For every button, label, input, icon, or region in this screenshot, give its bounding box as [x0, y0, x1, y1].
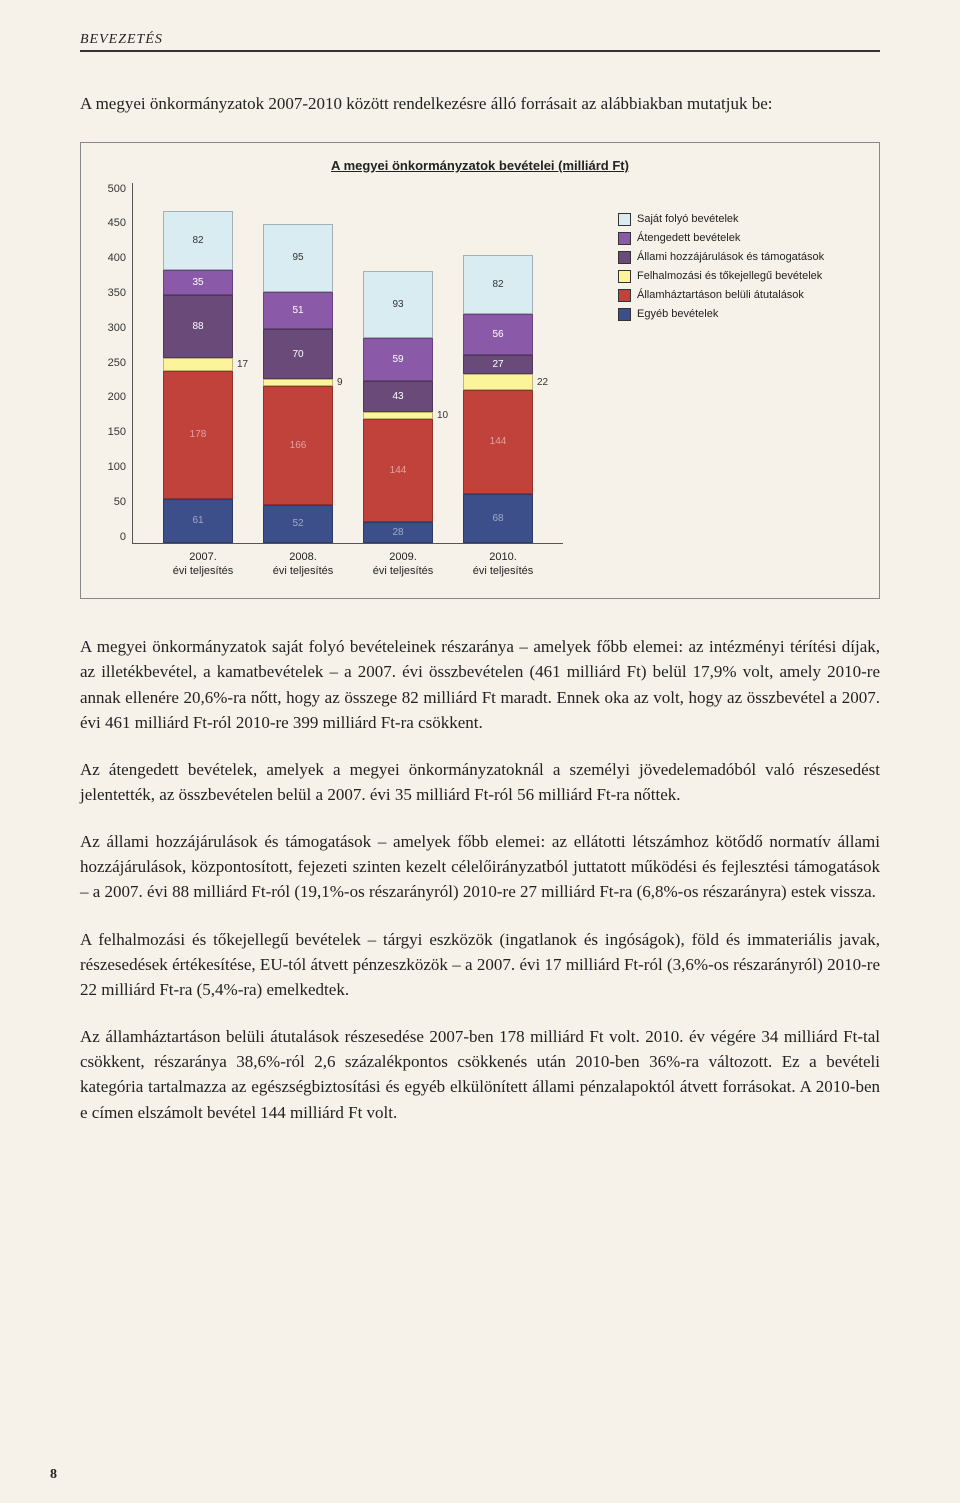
legend-swatch [618, 289, 631, 302]
bar-side-label: 9 [337, 377, 343, 388]
bar-segment-atenged: 59 [363, 338, 433, 380]
legend-label: Államháztartáson belüli átutalások [637, 289, 804, 301]
legend-item: Államháztartáson belüli átutalások [618, 289, 824, 302]
chart-title: A megyei önkormányzatok bevételei (milli… [96, 158, 864, 173]
x-axis-labels: 2007. évi teljesítés 2008. évi teljesítés… [168, 550, 598, 579]
y-tick-label: 500 [96, 183, 126, 195]
chart-legend: Saját folyó bevételek Átengedett bevétele… [618, 183, 824, 327]
bar-segment-egyeb: 28 [363, 522, 433, 542]
y-tick-label: 150 [96, 426, 126, 438]
bar-segment-sajat: 82 [463, 255, 533, 314]
legend-swatch [618, 251, 631, 264]
bar-segment-felhalm [463, 374, 533, 390]
legend-item: Átengedett bevételek [618, 232, 824, 245]
bar-segment-felhalm [163, 358, 233, 370]
bar-side-label: 22 [537, 377, 548, 388]
body-paragraph: Az állami hozzájárulások és támogatások … [80, 829, 880, 904]
bar-segment-allamhaz: 166 [263, 386, 333, 506]
chart-container: A megyei önkormányzatok bevételei (milli… [80, 142, 880, 600]
bar-side-label: 17 [237, 359, 248, 370]
intro-paragraph: A megyei önkormányzatok 2007-2010 között… [80, 92, 880, 117]
bar-segment-allamhaz: 178 [163, 371, 233, 499]
y-tick-label: 50 [96, 496, 126, 508]
bar-segment-sajat: 93 [363, 271, 433, 338]
y-tick-label: 100 [96, 461, 126, 473]
bar-group: 68144 275682 [463, 255, 533, 542]
legend-swatch [618, 308, 631, 321]
legend-swatch [618, 213, 631, 226]
bar-segment-atenged: 51 [263, 292, 333, 329]
bar-segment-allami: 27 [463, 355, 533, 374]
chart-area: 500450400350300250200150100500 176117888… [96, 183, 864, 579]
x-axis-label: 2009. évi teljesítés [368, 550, 438, 579]
bar-segment-allami: 70 [263, 329, 333, 379]
legend-label: Saját folyó bevételek [637, 213, 739, 225]
legend-item: Egyéb bevételek [618, 308, 824, 321]
legend-label: Felhalmozási és tőkejellegű bevételek [637, 270, 822, 282]
legend-item: Állami hozzájárulások és támogatások [618, 251, 824, 264]
bar-segment-allami: 43 [363, 381, 433, 412]
x-axis-label: 2010. évi teljesítés [468, 550, 538, 579]
y-tick-label: 200 [96, 391, 126, 403]
bar-group: 52166 705195 [263, 224, 333, 543]
legend-label: Átengedett bevételek [637, 232, 740, 244]
x-axis-label: 2008. évi teljesítés [268, 550, 338, 579]
bar-segment-atenged: 35 [163, 270, 233, 295]
legend-item: Felhalmozási és tőkejellegű bevételek [618, 270, 824, 283]
page-header: BEVEZETÉS [80, 30, 880, 52]
legend-swatch [618, 270, 631, 283]
bar-group: 28144 435993 [363, 271, 433, 542]
page-number: 8 [50, 1467, 57, 1483]
y-tick-label: 350 [96, 287, 126, 299]
legend-swatch [618, 232, 631, 245]
body-paragraph: Az államháztartáson belüli átutalások ré… [80, 1024, 880, 1125]
bar-side-label: 10 [437, 410, 448, 421]
bar-segment-allami: 88 [163, 295, 233, 358]
bar-segment-allamhaz: 144 [463, 390, 533, 494]
bar-segment-sajat: 95 [263, 224, 333, 292]
bar-segment-egyeb: 68 [463, 494, 533, 543]
y-tick-label: 400 [96, 252, 126, 264]
bar-segment-allamhaz: 144 [363, 419, 433, 523]
page: BEVEZETÉS A megyei önkormányzatok 2007-2… [0, 0, 960, 1503]
bar-segment-egyeb: 61 [163, 499, 233, 543]
y-axis: 500450400350300250200150100500 [96, 183, 132, 543]
plot-wrap: 1761178883582952166705195102814443599322… [132, 183, 598, 579]
body-paragraph: A felhalmozási és tőkejellegű bevételek … [80, 927, 880, 1002]
y-tick-label: 300 [96, 322, 126, 334]
bar-group: 61178 883582 [163, 211, 233, 543]
y-tick-label: 0 [96, 531, 126, 543]
y-tick-label: 450 [96, 217, 126, 229]
x-axis-label: 2007. évi teljesítés [168, 550, 238, 579]
bar-segment-sajat: 82 [163, 211, 233, 270]
body-paragraph: Az átengedett bevételek, amelyek a megye… [80, 757, 880, 807]
body-text: A megyei önkormányzatok saját folyó bevé… [80, 634, 880, 1125]
legend-label: Állami hozzájárulások és támogatások [637, 251, 824, 263]
y-tick-label: 250 [96, 357, 126, 369]
legend-label: Egyéb bevételek [637, 308, 718, 320]
legend-item: Saját folyó bevételek [618, 213, 824, 226]
bar-segment-atenged: 56 [463, 314, 533, 354]
plot-area: 1761178883582952166705195102814443599322… [132, 183, 563, 544]
header-title: BEVEZETÉS [80, 32, 163, 47]
body-paragraph: A megyei önkormányzatok saját folyó bevé… [80, 634, 880, 735]
bar-segment-egyeb: 52 [263, 505, 333, 542]
bar-segment-felhalm [363, 412, 433, 419]
